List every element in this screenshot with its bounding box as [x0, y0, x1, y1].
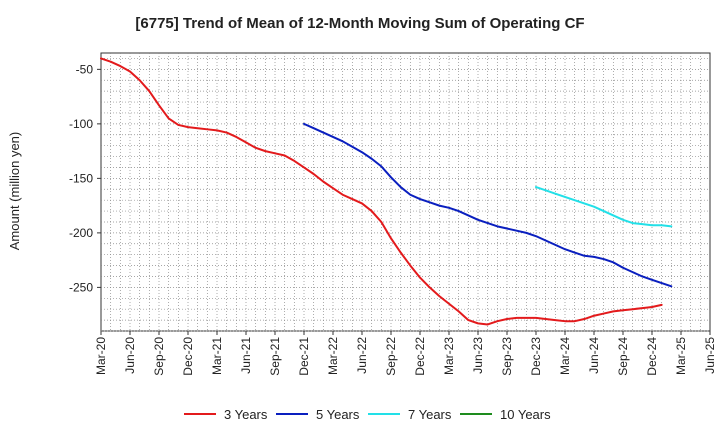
x-tick-label: Sep-22 — [384, 337, 398, 376]
legend-label-10-years: 10 Years — [500, 407, 551, 422]
x-tick-label: Sep-24 — [616, 337, 630, 376]
legend-label-7-years: 7 Years — [408, 407, 452, 422]
series-line-7-years — [535, 186, 673, 228]
series-line-3-years — [100, 57, 663, 326]
x-tick-label: Jun-24 — [587, 337, 601, 374]
x-tick-label: Jun-21 — [239, 337, 253, 374]
chart-title: [6775] Trend of Mean of 12-Month Moving … — [135, 15, 584, 32]
x-tick-label: Dec-21 — [297, 337, 311, 376]
x-tick-label: Jun-22 — [355, 337, 369, 374]
axes: -50 -100 -150 -200 -250 Mar-20 Jun-20 Sep-20 Dec… — [69, 62, 717, 375]
x-tick-label: Mar-21 — [210, 337, 224, 375]
x-tick-label: Dec-20 — [181, 337, 195, 376]
y-tick-label: -200 — [69, 226, 93, 240]
x-tick-label: Sep-20 — [152, 337, 166, 376]
y-tick-label: -50 — [76, 62, 94, 76]
x-tick-label: Dec-24 — [645, 337, 659, 376]
x-tick-label: Mar-23 — [442, 337, 456, 375]
x-tick-label: Sep-21 — [268, 337, 282, 376]
legend-label-5-years: 5 Years — [316, 407, 360, 422]
x-tick-label: Jun-20 — [123, 337, 137, 374]
x-tick-label: Jun-23 — [471, 337, 485, 374]
x-tick-label: Mar-25 — [674, 337, 688, 375]
x-tick-label: Mar-24 — [558, 337, 572, 375]
y-tick-label: -150 — [69, 171, 93, 185]
y-tick-label: -250 — [69, 280, 93, 294]
x-tick-label: Mar-22 — [326, 337, 340, 375]
x-tick-label: Dec-23 — [529, 337, 543, 376]
legend-label-3-years: 3 Years — [224, 407, 268, 422]
y-tick-label: -100 — [69, 117, 93, 131]
grid — [100, 52, 711, 332]
x-tick-label: Sep-23 — [500, 337, 514, 376]
series-lines — [100, 57, 673, 326]
y-axis-label: Amount (million yen) — [7, 132, 22, 251]
x-tick-label: Dec-22 — [413, 337, 427, 376]
legend: 3 Years 5 Years 7 Years 10 Years — [184, 407, 551, 422]
x-tick-label: Jun-25 — [703, 337, 717, 374]
series-line-5-years — [303, 122, 673, 288]
x-tick-label: Mar-20 — [94, 337, 108, 375]
